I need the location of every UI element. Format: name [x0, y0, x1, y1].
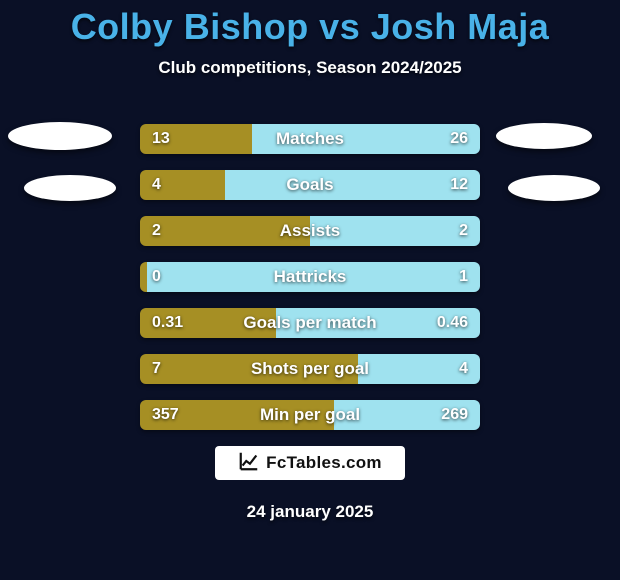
stat-row: 0.310.46Goals per match: [140, 308, 480, 338]
stat-row: 01Hattricks: [140, 262, 480, 292]
page-title: Colby Bishop vs Josh Maja: [0, 0, 620, 48]
fctables-logo[interactable]: FcTables.com: [215, 446, 405, 480]
club-logo-placeholder: [24, 175, 116, 201]
stat-row: 412Goals: [140, 170, 480, 200]
stat-left-fill: [140, 308, 276, 338]
stat-right-fill: [252, 124, 480, 154]
stat-bars: 1326Matches 412Goals 22Assists 01Hattricks 0…: [140, 124, 480, 446]
chart-icon: [238, 450, 260, 477]
club-logo-placeholder: [496, 123, 592, 149]
stat-left-fill: [140, 400, 334, 430]
stat-row: 22Assists: [140, 216, 480, 246]
stat-right-fill: [225, 170, 480, 200]
stat-left-fill: [140, 216, 310, 246]
footer-label: FcTables.com: [266, 453, 382, 473]
club-logo-placeholder: [8, 122, 112, 150]
stat-row: 1326Matches: [140, 124, 480, 154]
stat-left-fill: [140, 124, 252, 154]
stat-left-fill: [140, 170, 225, 200]
stat-left-fill: [140, 262, 147, 292]
stat-right-fill: [147, 262, 480, 292]
comparison-infographic: Colby Bishop vs Josh Maja Club competiti…: [0, 0, 620, 580]
stat-left-fill: [140, 354, 358, 384]
stat-right-fill: [334, 400, 480, 430]
subtitle: Club competitions, Season 2024/2025: [0, 58, 620, 78]
club-logo-placeholder: [508, 175, 600, 201]
date-label: 24 january 2025: [0, 502, 620, 522]
stat-right-fill: [310, 216, 480, 246]
stat-right-fill: [358, 354, 480, 384]
stat-row: 357269Min per goal: [140, 400, 480, 430]
stat-right-fill: [276, 308, 480, 338]
stat-row: 74Shots per goal: [140, 354, 480, 384]
